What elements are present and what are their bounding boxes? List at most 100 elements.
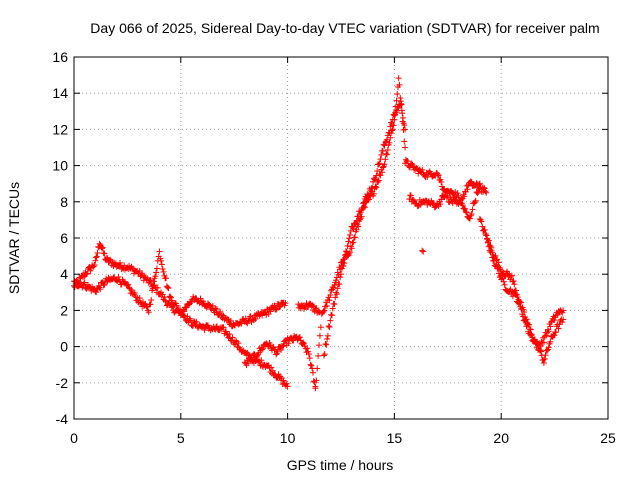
data-point	[316, 342, 323, 349]
data-point	[560, 316, 567, 323]
y-tick-label: 16	[52, 49, 68, 65]
data-point	[359, 205, 366, 212]
data-point	[328, 312, 335, 319]
data-point	[519, 313, 526, 320]
data-point	[309, 369, 316, 376]
data-point	[398, 101, 405, 108]
data-point	[139, 270, 146, 277]
data-point	[316, 332, 323, 339]
data-point	[515, 300, 522, 307]
data-point	[81, 279, 88, 286]
data-point	[254, 352, 261, 359]
y-tick-label: 12	[52, 121, 68, 137]
data-point	[437, 201, 444, 208]
data-point	[93, 289, 100, 296]
data-point	[90, 263, 97, 270]
data-point	[308, 362, 315, 369]
data-point	[282, 300, 289, 307]
y-tick-label: -2	[56, 375, 69, 391]
data-point	[342, 254, 349, 261]
data-point	[518, 305, 525, 312]
data-point	[160, 268, 167, 275]
data-point	[117, 259, 124, 266]
data-point	[320, 352, 327, 359]
data-point	[331, 301, 338, 308]
data-point	[462, 205, 469, 212]
data-point	[500, 275, 507, 282]
data-point	[136, 295, 143, 302]
data-point	[220, 324, 227, 331]
data-point	[276, 304, 283, 311]
y-tick-label: 8	[60, 194, 68, 210]
data-point	[167, 294, 174, 301]
data-point	[143, 303, 150, 310]
data-point	[547, 323, 554, 330]
data-point	[350, 239, 357, 246]
data-point	[150, 278, 157, 285]
data-point	[399, 114, 406, 121]
data-point	[350, 225, 357, 232]
data-point	[372, 183, 379, 190]
data-point	[338, 271, 344, 278]
data-point	[326, 297, 333, 304]
data-point	[378, 151, 385, 158]
data-point	[542, 352, 549, 359]
data-point	[560, 307, 567, 314]
data-point	[227, 317, 234, 324]
data-point	[310, 378, 317, 385]
data-point	[455, 192, 462, 199]
data-point	[511, 281, 518, 288]
data-point	[278, 346, 285, 353]
data-point	[93, 254, 100, 261]
data-point	[353, 217, 360, 224]
data-point	[365, 191, 372, 198]
data-point	[323, 341, 330, 348]
data-point	[153, 269, 160, 276]
data-point	[347, 231, 354, 238]
data-point	[345, 238, 352, 245]
data-point	[258, 357, 265, 364]
y-tick-label: 6	[60, 230, 68, 246]
grid-lines	[74, 57, 608, 419]
data-point	[540, 359, 547, 366]
x-tick-label: 25	[600, 430, 616, 446]
x-tick-label: 15	[387, 430, 403, 446]
data-point	[83, 271, 90, 278]
data-point	[164, 284, 171, 291]
data-point	[103, 254, 110, 261]
data-point	[305, 304, 312, 311]
data-point	[384, 136, 391, 143]
data-point	[193, 318, 200, 325]
data-point	[459, 201, 466, 208]
y-tick-label: 14	[52, 85, 68, 101]
data-point	[483, 189, 490, 196]
data-point	[402, 144, 409, 151]
data-point	[322, 340, 329, 347]
y-tick-label: 4	[60, 266, 68, 282]
data-point	[490, 257, 497, 264]
data-point	[345, 252, 352, 259]
data-point	[296, 334, 303, 341]
data-point	[268, 364, 275, 371]
x-axis-title: GPS time / hours	[287, 457, 394, 473]
data-point	[333, 289, 340, 296]
data-point	[474, 190, 481, 197]
data-point	[154, 284, 161, 291]
data-point	[379, 147, 386, 154]
data-point	[307, 361, 314, 368]
data-point	[493, 261, 500, 268]
data-point	[273, 305, 280, 312]
data-point	[329, 305, 336, 312]
data-point	[158, 261, 165, 268]
data-point	[551, 317, 558, 324]
data-point	[396, 81, 403, 88]
data-point	[176, 306, 183, 313]
data-point	[173, 302, 180, 309]
data-point	[541, 355, 548, 362]
data-point	[463, 209, 470, 216]
data-point	[92, 257, 99, 264]
data-point	[351, 234, 358, 241]
data-point	[343, 248, 350, 255]
data-point	[510, 278, 517, 285]
x-tick-label: 0	[70, 430, 78, 446]
